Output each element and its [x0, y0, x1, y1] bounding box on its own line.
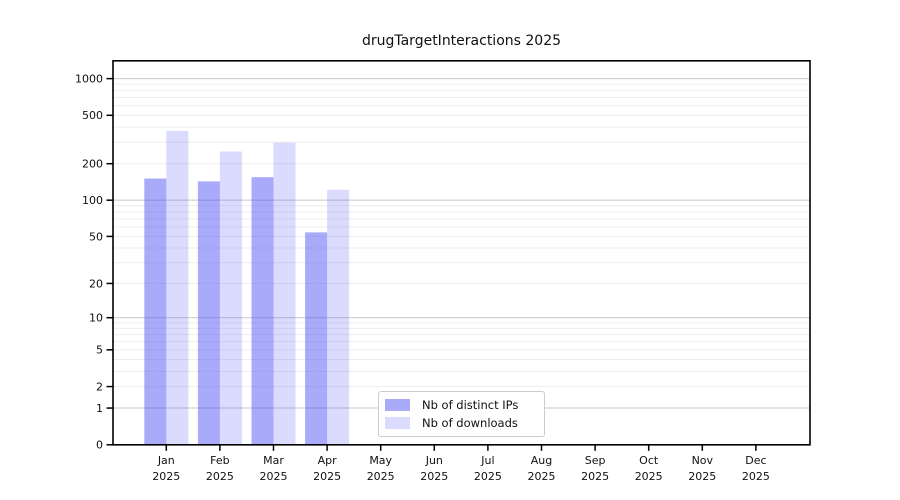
legend: Nb of distinct IPs Nb of downloads [378, 391, 545, 437]
x-tick-label-year: 2025 [420, 470, 448, 483]
x-tick-label-year: 2025 [581, 470, 609, 483]
x-tick-label-year: 2025 [367, 470, 395, 483]
x-tick-label-month: Jan [157, 454, 175, 467]
y-tick-label: 50 [89, 230, 103, 243]
legend-swatch-distinct-ips-icon [385, 399, 410, 411]
legend-label-distinct-ips: Nb of distinct IPs [422, 398, 519, 412]
legend-label-downloads: Nb of downloads [422, 416, 518, 430]
plot-frame [112, 59, 811, 446]
legend-swatch-downloads-icon [385, 417, 410, 429]
y-tick-label: 20 [89, 277, 103, 290]
legend-item-downloads: Nb of downloads [385, 415, 536, 431]
bar-downloads-feb [219, 151, 242, 445]
x-tick-label-year: 2025 [635, 470, 663, 483]
x-tick-label-year: 2025 [688, 470, 716, 483]
x-tick-label-year: 2025 [528, 470, 556, 483]
x-tick-label-month: Jul [480, 454, 494, 467]
x-tick-label-year: 2025 [260, 470, 288, 483]
y-tick-label: 2 [96, 380, 103, 393]
chart-title: drugTargetInteractions 2025 [361, 33, 562, 49]
x-tick-label-year: 2025 [206, 470, 234, 483]
x-tick-label-year: 2025 [152, 470, 180, 483]
x-tick-label-year: 2025 [742, 470, 770, 483]
bar-distinct-ips-apr [305, 232, 328, 445]
y-tick-label: 100 [82, 194, 103, 207]
x-tick-label-month: Feb [210, 454, 229, 467]
x-tick-label-year: 2025 [313, 470, 341, 483]
bar-distinct-ips-feb [197, 181, 220, 445]
bar-distinct-ips-jan [144, 178, 167, 445]
x-tick-label-month: Sep [585, 454, 606, 467]
x-tick-label-month: Aug [531, 454, 552, 467]
x-tick-label-month: Nov [692, 454, 714, 467]
y-tick-label: 0 [96, 439, 103, 452]
x-tick-label-month: May [369, 454, 392, 467]
x-tick-label-month: Mar [263, 454, 284, 467]
x-tick-label-year: 2025 [474, 470, 502, 483]
y-tick-label: 10 [89, 312, 103, 325]
bar-downloads-apr [327, 189, 350, 445]
y-tick-label: 1000 [75, 73, 103, 86]
legend-item-distinct-ips: Nb of distinct IPs [385, 397, 536, 413]
bar-downloads-jan [166, 130, 189, 445]
x-tick-label-month: Oct [639, 454, 659, 467]
x-tick-label-month: Jun [425, 454, 443, 467]
y-tick-label: 500 [82, 109, 103, 122]
bar-distinct-ips-mar [251, 177, 274, 445]
x-tick-label-month: Apr [318, 454, 338, 467]
y-tick-label: 1 [96, 402, 103, 415]
y-tick-label: 5 [96, 344, 103, 357]
x-tick-label-month: Dec [745, 454, 766, 467]
bar-downloads-mar [273, 142, 296, 445]
y-tick-label: 200 [82, 158, 103, 171]
